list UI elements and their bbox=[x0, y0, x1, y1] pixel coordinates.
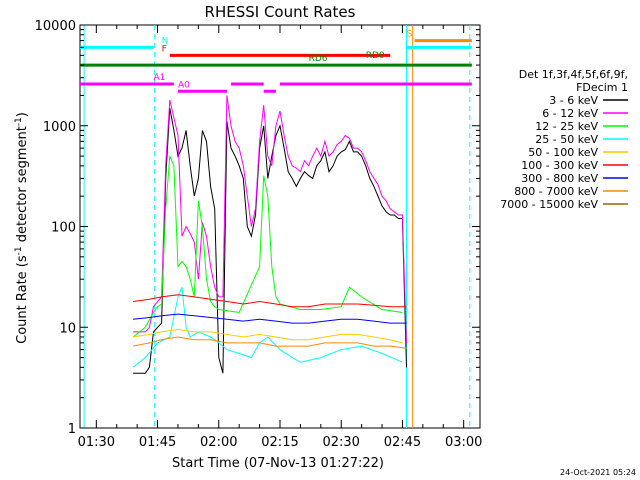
legend-label-0: 3 - 6 keV bbox=[549, 94, 598, 107]
state-label-rd0: RD0 bbox=[366, 51, 385, 61]
axes: 01:30 01:45 02:00 02:15 02:30 02:45 03:00 1 10 10… bbox=[35, 19, 483, 450]
legend-label-3: 25 - 50 keV bbox=[535, 133, 598, 146]
x-tick-label-1: 01:45 bbox=[139, 435, 176, 450]
legend-label-6: 300 - 800 keV bbox=[521, 172, 598, 185]
legend-header-1: FDecim 1 bbox=[576, 81, 628, 94]
x-tick-label-5: 02:45 bbox=[384, 435, 421, 450]
y-axis-label-mid: detector segment bbox=[15, 126, 30, 246]
plot-frame bbox=[79, 24, 481, 429]
y-tick-label-3: 1000 bbox=[43, 120, 76, 135]
chart-title: RHESSI Count Rates bbox=[205, 3, 356, 21]
y-tick-label-4: 10000 bbox=[35, 19, 76, 34]
series-line-3 bbox=[132, 287, 403, 368]
series-lines bbox=[132, 95, 407, 374]
state-label-a1: A1 bbox=[153, 73, 165, 83]
legend-header-0: Det 1f,3f,4f,5f,6f,9f, bbox=[519, 68, 628, 81]
state-label-a0: A0 bbox=[178, 80, 190, 90]
y-tick-label-1: 10 bbox=[59, 321, 76, 336]
legend-label-4: 50 - 100 keV bbox=[528, 146, 598, 159]
state-label-s: S bbox=[407, 30, 413, 40]
x-tick-label-3: 02:15 bbox=[261, 435, 298, 450]
vertical-marker-lines bbox=[83, 25, 471, 428]
legend-label-5: 100 - 300 keV bbox=[521, 159, 598, 172]
x-axis-label: Start Time (07-Nov-13 01:27:22) bbox=[172, 456, 384, 471]
plot-border bbox=[79, 24, 481, 429]
y-axis-label-suffix: ) bbox=[15, 112, 30, 117]
state-label-f: F bbox=[162, 44, 167, 54]
y-tick-label-0: 1 bbox=[68, 422, 76, 437]
y-axis-label-exponent-2: -1 bbox=[14, 117, 24, 126]
series-line-5 bbox=[133, 294, 407, 308]
x-tick-label-6: 03:00 bbox=[445, 435, 482, 450]
series-line-0 bbox=[133, 107, 407, 374]
y-axis-label-prefix: Count Rate (s bbox=[15, 255, 30, 344]
legend: Det 1f,3f,4f,5f,6f,9f,FDecim 13 - 6 keV6… bbox=[500, 68, 628, 211]
legend-label-2: 12 - 25 keV bbox=[535, 120, 598, 133]
series-line-6 bbox=[133, 313, 407, 324]
series-line-1 bbox=[133, 95, 407, 343]
legend-label-1: 6 - 12 keV bbox=[542, 107, 598, 120]
y-axis-label-exponent-1: -1 bbox=[14, 246, 24, 255]
y-axis-label: Count Rate (s-1 detector segment-1) bbox=[14, 112, 30, 344]
legend-label-7: 800 - 7000 keV bbox=[514, 185, 598, 198]
state-label-n: N bbox=[162, 36, 169, 46]
series-line-4 bbox=[133, 328, 403, 344]
y-tick-label-2: 100 bbox=[51, 221, 76, 236]
series-line-2 bbox=[132, 155, 403, 338]
attenuator-state-lines: NF S RD6 RD0 A1 A0 bbox=[80, 30, 472, 93]
state-label-rd6: RD6 bbox=[309, 54, 328, 64]
x-tick-label-2: 02:00 bbox=[200, 435, 237, 450]
x-tick-label-0: 01:30 bbox=[78, 435, 115, 450]
x-tick-label-4: 02:30 bbox=[322, 435, 359, 450]
legend-label-8: 7000 - 15000 keV bbox=[500, 198, 598, 211]
footer-timestamp: 24-Oct-2021 05:24 bbox=[560, 468, 636, 477]
series-line-7 bbox=[133, 336, 407, 349]
